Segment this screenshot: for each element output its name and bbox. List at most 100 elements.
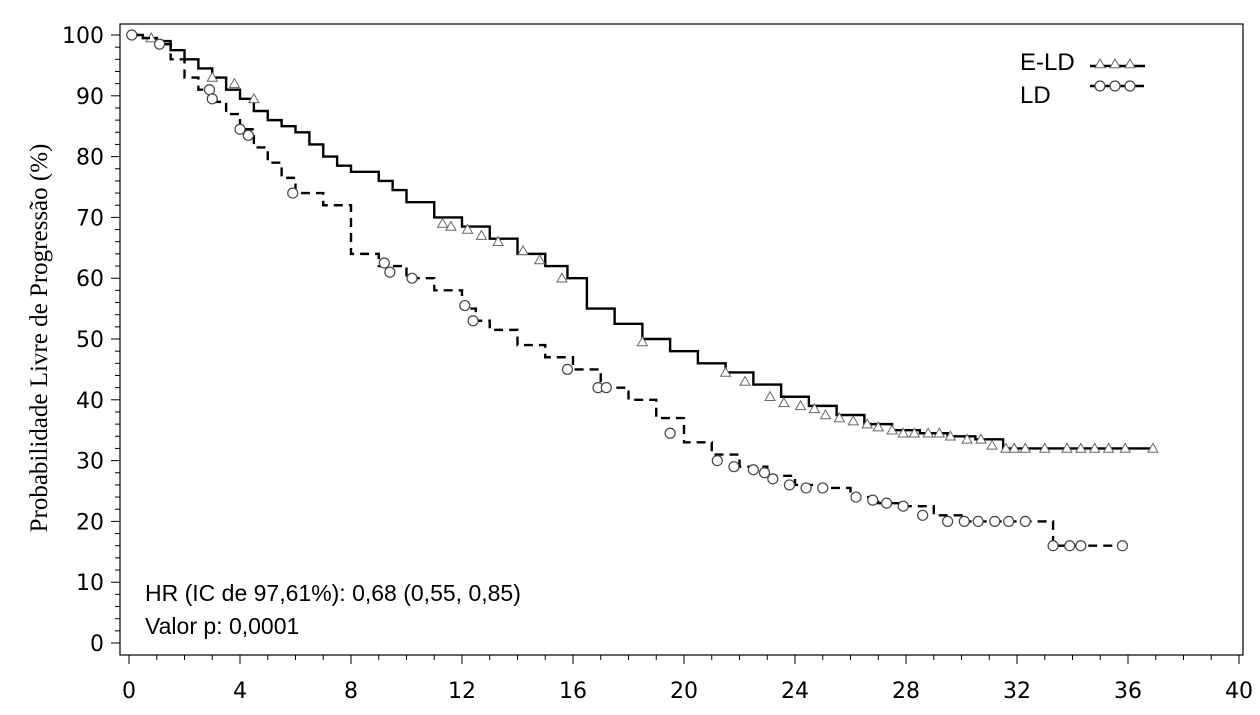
legend-marker-e-ld (1094, 57, 1106, 69)
censor-mark-ld (561, 363, 574, 375)
censor-mark-e-ld (933, 427, 946, 438)
y-tick-label: 0 (90, 632, 104, 657)
censor-mark-ld (917, 509, 929, 521)
censor-mark-e-ld (1074, 442, 1087, 453)
legend-marker-e-ld (1124, 57, 1136, 69)
censor-mark-ld (972, 515, 984, 528)
y-axis-label: Probabilidade Livre de Progressão (%) (26, 144, 53, 533)
y-tick-label: 30 (76, 450, 104, 475)
legend-marker-ld (1124, 80, 1136, 92)
censor-mark-e-ld (1038, 442, 1051, 453)
censor-mark-ld (989, 515, 1001, 528)
censor-mark-e-ld (975, 433, 987, 444)
censor-mark-ld (817, 482, 829, 494)
censor-mark-ld (1019, 515, 1031, 528)
censor-mark-e-ld (445, 220, 457, 231)
censor-mark-e-ld (206, 71, 219, 82)
censor-mark-e-ld (778, 396, 790, 408)
censor-mark-e-ld (1019, 442, 1032, 453)
censor-mark-e-ld (533, 253, 546, 265)
x-tick-label: 40 (1225, 679, 1253, 704)
censor-mark-ld (126, 29, 138, 41)
y-tick-label: 10 (76, 571, 104, 596)
censor-mark-ld (467, 315, 479, 327)
censor-mark-e-ld (986, 439, 998, 450)
censor-mark-e-ld (475, 229, 488, 240)
censor-mark-e-ld (922, 427, 935, 438)
censor-mark-e-ld (248, 92, 260, 104)
series-group (126, 29, 1159, 552)
censor-mark-e-ld (808, 402, 821, 414)
y-tick-label: 90 (76, 85, 104, 110)
censor-mark-e-ld (1000, 442, 1012, 453)
y-tick-label: 50 (76, 328, 104, 353)
censor-mark-ld (747, 464, 759, 476)
legend-marker-e-ld (1109, 57, 1121, 69)
censor-mark-ld (406, 272, 418, 284)
plot-frame (119, 23, 1244, 656)
censor-mark-ld (880, 497, 893, 509)
x-tick-label: 12 (448, 679, 476, 704)
censor-mark-ld (1064, 540, 1076, 552)
x-tick-label: 28 (892, 679, 920, 704)
censor-mark-e-ld (719, 366, 732, 377)
x-tick-label: 4 (233, 679, 247, 704)
censor-mark-ld (1047, 540, 1059, 552)
series-line-e-ld (129, 33, 1156, 450)
censor-mark-e-ld (819, 408, 832, 420)
censor-mark-e-ld (764, 390, 776, 402)
censor-mark-ld (1075, 540, 1087, 552)
hr-annotation: HR (IC de 97,61%): 0,68 (0,55, 0,85) (145, 580, 521, 606)
censor-mark-ld (1116, 540, 1129, 552)
censor-mark-ld (1003, 515, 1015, 528)
censor-mark-e-ld (886, 424, 898, 435)
legend-label-e-ld: E-LD (1020, 49, 1075, 76)
censor-mark-ld (767, 473, 779, 485)
series-line-ld (129, 33, 1123, 547)
censor-mark-ld (897, 500, 909, 512)
censor-mark-ld (203, 84, 216, 96)
censor-mark-e-ld (1008, 442, 1021, 453)
y-tick-label: 100 (62, 24, 104, 49)
series-e-ld (129, 32, 1159, 453)
p-value-annotation: Valor p: 0,0001 (145, 613, 299, 639)
legend-label-ld: LD (1020, 82, 1051, 109)
censor-mark-ld (711, 455, 723, 467)
censor-mark-e-ld (944, 430, 957, 441)
censor-mark-ld (153, 38, 166, 50)
legend-marker-ld (1094, 80, 1106, 92)
censor-mark-e-ld (436, 217, 449, 228)
censor-mark-e-ld (492, 235, 504, 246)
censor-mark-ld (287, 187, 299, 199)
censor-mark-ld (728, 461, 740, 473)
x-tick-label: 20 (670, 679, 698, 704)
legend-marker-ld (1109, 80, 1121, 92)
censor-mark-e-ld (794, 399, 807, 411)
series-ld (126, 29, 1129, 552)
censor-mark-ld (384, 266, 396, 278)
censor-mark-e-ld (228, 77, 241, 88)
censor-mark-ld (459, 299, 471, 312)
x-tick-label: 0 (122, 679, 136, 704)
censor-mark-ld (234, 123, 246, 135)
x-tick-label: 36 (1114, 679, 1142, 704)
censor-mark-e-ld (636, 336, 649, 347)
censor-mark-e-ld (1061, 442, 1073, 453)
y-tick-label: 70 (76, 206, 104, 231)
censor-mark-e-ld (908, 427, 921, 438)
censor-mark-ld (664, 427, 676, 439)
y-tick-label: 60 (76, 267, 104, 292)
censor-mark-ld (867, 494, 879, 506)
censor-mark-ld (600, 382, 612, 394)
y-tick-label: 80 (76, 146, 104, 171)
censor-mark-ld (758, 467, 771, 479)
censor-mark-e-ld (739, 375, 751, 386)
legend: E-LD LD (1020, 49, 1145, 109)
censor-mark-e-ld (1088, 442, 1101, 453)
x-tick-label: 32 (1003, 679, 1031, 704)
censor-mark-ld (242, 129, 254, 141)
censor-mark-ld (206, 93, 218, 105)
censor-mark-e-ld (847, 415, 860, 426)
censor-mark-ld (783, 479, 796, 491)
